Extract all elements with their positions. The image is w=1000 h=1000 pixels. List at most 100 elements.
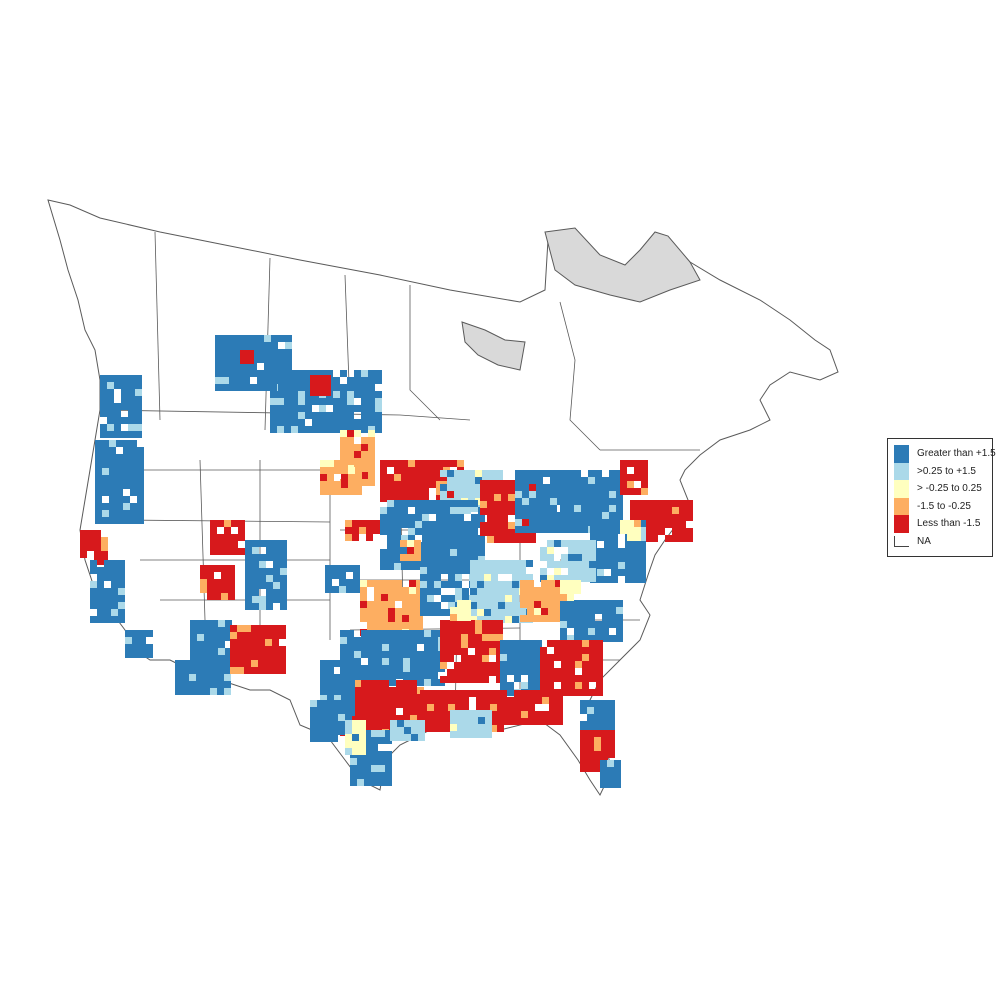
trend-cell <box>354 384 361 391</box>
trend-cell <box>597 576 604 583</box>
trend-cell <box>616 628 623 635</box>
trend-cell <box>364 779 371 786</box>
trend-cell <box>368 708 375 715</box>
trend-cell <box>415 528 422 535</box>
trend-cell <box>522 491 529 498</box>
trend-cell <box>515 519 522 526</box>
trend-cell <box>568 661 575 668</box>
trend-cell <box>567 635 574 642</box>
trend-cell <box>457 731 464 738</box>
trend-cell <box>602 635 609 642</box>
trend-cell <box>595 505 602 512</box>
trend-cell <box>280 596 287 603</box>
trend-cell <box>441 595 448 602</box>
trend-cell <box>326 412 333 419</box>
trend-cell <box>401 563 408 570</box>
trend-cell <box>429 521 436 528</box>
trend-cell <box>385 730 392 737</box>
trend-cell <box>604 548 611 555</box>
trend-cell <box>580 700 587 707</box>
trend-cell <box>101 537 108 544</box>
trend-cell <box>387 500 394 507</box>
trend-cell <box>604 562 611 569</box>
trend-cell <box>389 701 396 708</box>
trend-cell <box>378 765 385 772</box>
trend-cell <box>280 561 287 568</box>
trend-cell <box>331 728 338 735</box>
trend-cell <box>457 556 464 563</box>
trend-cell <box>371 730 378 737</box>
trend-cell <box>100 424 107 431</box>
trend-cell <box>359 520 366 527</box>
trend-cell <box>229 363 236 370</box>
trend-cell <box>616 621 623 628</box>
trend-cell <box>429 460 436 467</box>
trend-cell <box>258 632 265 639</box>
trend-cell <box>394 542 401 549</box>
trend-cell <box>575 575 582 582</box>
trend-cell <box>371 779 378 786</box>
trend-cell <box>257 384 264 391</box>
trend-cell <box>535 718 542 725</box>
trend-cell <box>561 554 568 561</box>
trend-cell <box>429 542 436 549</box>
legend-swatch <box>894 445 909 463</box>
trend-cell <box>536 519 543 526</box>
trend-cell <box>104 567 111 574</box>
trend-cell <box>477 595 484 602</box>
trend-cell <box>118 602 125 609</box>
trend-cell <box>507 640 514 647</box>
trend-cell <box>535 690 542 697</box>
trend-cell <box>520 580 527 587</box>
trend-cell <box>434 697 441 704</box>
trend-cell <box>410 708 417 715</box>
trend-cell <box>679 514 686 521</box>
trend-cell <box>581 484 588 491</box>
trend-cell <box>394 507 401 514</box>
trend-cell <box>596 682 603 689</box>
trend-cell <box>111 602 118 609</box>
trend-cell <box>535 675 542 682</box>
trend-cell <box>359 727 366 734</box>
trend-cell <box>338 707 345 714</box>
trend-cell <box>387 528 394 535</box>
trend-cell <box>207 586 214 593</box>
trend-cell <box>609 512 616 519</box>
trend-cell <box>361 412 368 419</box>
trend-cell <box>280 568 287 575</box>
trend-cell <box>580 721 587 728</box>
trend-cell <box>507 704 514 711</box>
trend-cell <box>359 527 366 534</box>
trend-cell <box>277 426 284 433</box>
trend-cell <box>556 690 563 697</box>
trend-cell <box>482 655 489 662</box>
trend-cell <box>434 704 441 711</box>
trend-cell <box>554 561 561 568</box>
trend-cell <box>574 587 581 594</box>
trend-cell <box>285 349 292 356</box>
trend-cell <box>634 534 641 541</box>
trend-cell <box>580 744 587 751</box>
trend-cell <box>196 681 203 688</box>
trend-cell <box>225 662 232 669</box>
trend-cell <box>273 589 280 596</box>
trend-cell <box>354 644 361 651</box>
trend-cell <box>514 647 521 654</box>
trend-cell <box>595 470 602 477</box>
trend-cell <box>464 614 471 621</box>
trend-cell <box>100 389 107 396</box>
trend-cell <box>364 758 371 765</box>
trend-cell <box>380 481 387 488</box>
trend-cell <box>496 669 503 676</box>
trend-cell <box>395 608 402 615</box>
trend-cell <box>464 535 471 542</box>
trend-cell <box>424 630 431 637</box>
trend-cell <box>515 477 522 484</box>
trend-cell <box>464 600 471 607</box>
trend-cell <box>388 615 395 622</box>
trend-cell <box>651 514 658 521</box>
trend-cell <box>422 467 429 474</box>
trend-cell <box>560 614 567 621</box>
trend-cell <box>348 481 355 488</box>
trend-cell <box>375 651 382 658</box>
